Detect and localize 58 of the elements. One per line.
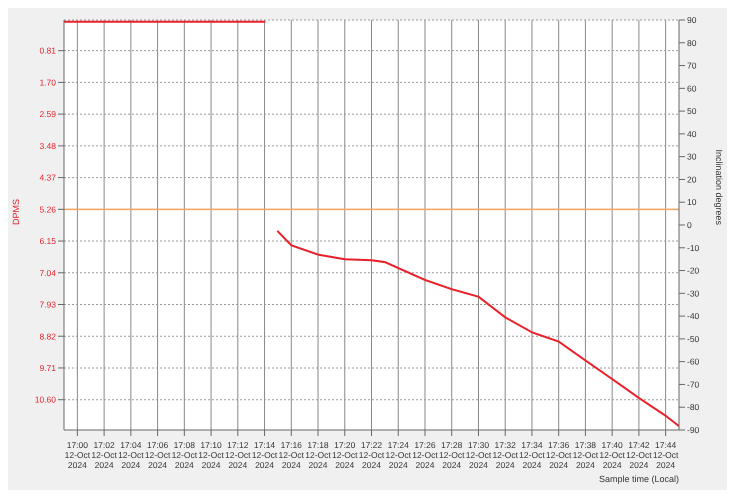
x-tick-label: 17:22 12-Oct 2024 (358, 440, 385, 470)
x-tick-label: 17:40 12-Oct 2024 (599, 440, 626, 470)
x-tick-label: 17:42 12-Oct 2024 (626, 440, 652, 470)
y2-tick-label: -30 (687, 288, 700, 298)
x-tick-label: 17:44 12-Oct 2024 (652, 440, 680, 470)
y2-tick-label: 50 (687, 106, 697, 116)
x-tick-label: 17:26 12-Oct 2024 (412, 440, 438, 470)
y2-tick-label: -70 (687, 379, 700, 390)
y-axis-title: DPMS (11, 198, 22, 225)
x-tick-label: 17:20 12-Oct 2024 (332, 440, 358, 470)
x-tick-label: 17:14 12-Oct 2024 (252, 440, 278, 470)
y-tick-label: 7.93 (39, 300, 56, 310)
x-tick-label: 17:24 12-Oct 2024 (385, 440, 412, 470)
y2-tick-label: -10 (687, 242, 700, 253)
y2-tick-label: 80 (687, 38, 697, 48)
x-tick-label: 17:04 12-Oct 2024 (118, 440, 144, 470)
y2-tick-label: -80 (687, 402, 700, 412)
y-tick-label: 8.82 (39, 331, 56, 342)
y2-tick-label: 20 (687, 174, 697, 184)
x-tick-label: 17:18 12-Oct 2024 (305, 440, 332, 470)
x-tick-label: 17:00 12-Oct 2024 (64, 440, 91, 470)
y2-tick-label: 0 (687, 220, 692, 230)
x-tick-label: 17:10 12-Oct 2024 (198, 440, 224, 470)
x-tick-label: 17:32 12-Oct 2024 (492, 440, 519, 470)
y-tick-label: 3.48 (39, 140, 56, 151)
y2-tick-label: 40 (687, 128, 697, 139)
x-tick-label: 17:02 12-Oct 2024 (91, 440, 118, 470)
y-tick-label: 7.04 (39, 268, 56, 278)
x-tick-label: 17:30 12-Oct 2024 (466, 440, 492, 470)
x-tick-label: 17:06 12-Oct 2024 (144, 440, 171, 470)
y-tick-label: 10.60 (34, 394, 56, 405)
y2-tick-label: -40 (687, 311, 700, 322)
x-tick-label: 17:36 12-Oct 2024 (546, 440, 572, 470)
y2-tick-label: 10 (687, 197, 697, 208)
y2-tick-label: 30 (687, 152, 697, 162)
y2-tick-label: 70 (687, 60, 697, 71)
y2-tick-label: -50 (687, 334, 700, 344)
y-tick-label: 4.37 (39, 172, 56, 183)
y-tick-label: 1.70 (39, 77, 56, 88)
y2-tick-label: -20 (687, 266, 700, 276)
y2-tick-label: -60 (687, 356, 700, 367)
x-tick-label: 17:34 12-Oct 2024 (519, 440, 546, 470)
y2-axis-title: Inclination degrees (714, 149, 724, 226)
y-tick-label: 6.15 (39, 236, 56, 246)
x-tick-label: 17:12 12-Oct 2024 (225, 440, 252, 470)
x-tick-label: 17:08 12-Oct 2024 (172, 440, 198, 470)
y-tick-label: 2.59 (39, 109, 56, 120)
y-tick-label: 5.26 (39, 204, 56, 214)
line-series (276, 230, 679, 428)
y-tick-label: 0.81 (39, 46, 56, 56)
x-tick-label: 17:16 12-Oct 2024 (278, 440, 305, 470)
y2-tick-label: 90 (687, 15, 697, 26)
x-tick-label: 17:38 12-Oct 2024 (572, 440, 599, 470)
x-axis-title: Sample time (Local) (598, 474, 679, 484)
x-tick-label: 17:28 12-Oct 2024 (438, 440, 466, 470)
y2-tick-label: 60 (687, 83, 697, 94)
y-tick-label: 9.71 (39, 362, 56, 373)
y2-tick-label: -90 (687, 425, 700, 436)
